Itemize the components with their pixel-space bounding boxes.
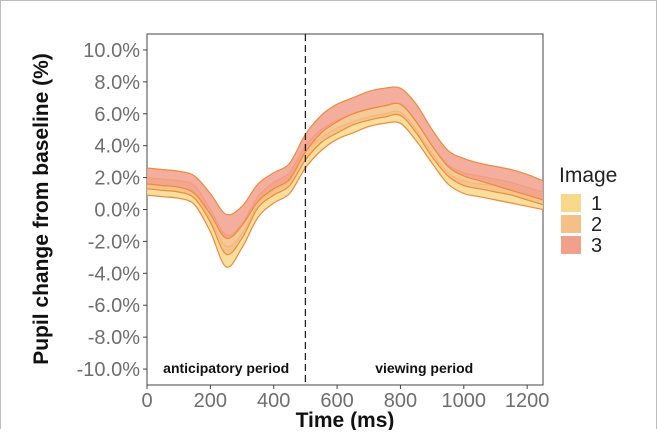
annotation-1: viewing period xyxy=(375,360,473,376)
x-tick-label: 200 xyxy=(194,390,227,412)
legend-label-2: 2 xyxy=(591,214,602,236)
x-tick-label: 600 xyxy=(320,390,353,412)
x-axis-ticks: 0 200 400 600 800 1000 1200 xyxy=(141,385,549,412)
y-tick-label: -2.0% xyxy=(88,231,140,253)
y-axis-title: Pupil change from baseline (%) xyxy=(30,53,53,365)
legend-title: Image xyxy=(559,164,617,187)
legend: Image 123 xyxy=(559,164,617,257)
legend-label-1: 1 xyxy=(591,193,602,215)
band-upper-edge-3 xyxy=(146,86,544,216)
legend-swatch-2 xyxy=(561,215,581,233)
x-tick-label: 1000 xyxy=(442,390,487,412)
annotation-0: anticipatory period xyxy=(163,360,289,376)
x-tick-label: 400 xyxy=(257,390,290,412)
y-tick-label: 0.0% xyxy=(94,200,140,222)
y-tick-label: 8.0% xyxy=(94,72,140,94)
x-tick-label: 0 xyxy=(141,390,152,412)
y-tick-label: 6.0% xyxy=(94,104,140,126)
legend-swatch-3 xyxy=(561,236,581,254)
y-tick-label: 4.0% xyxy=(94,136,140,158)
legend-swatch-1 xyxy=(561,194,581,212)
y-tick-label: -4.0% xyxy=(88,263,140,285)
band-lower-edge-1 xyxy=(146,121,544,268)
y-tick-label: 2.0% xyxy=(94,168,140,190)
y-axis-ticks: 10.0% 8.0% 6.0% 4.0% 2.0% 0.0% -2.0% -4.0% -6.0%… xyxy=(77,40,147,381)
legend-label-3: 3 xyxy=(591,235,602,257)
band-lower-edge-2 xyxy=(146,113,544,256)
x-tick-label: 1200 xyxy=(505,390,550,412)
y-tick-label: -8.0% xyxy=(88,327,140,349)
x-axis-title: Time (ms) xyxy=(296,409,395,430)
y-tick-label: -6.0% xyxy=(88,295,140,317)
period-annotations: anticipatory period viewing period xyxy=(163,360,473,376)
y-tick-label: 10.0% xyxy=(83,40,140,62)
y-tick-label: -10.0% xyxy=(77,359,141,381)
x-tick-label: 800 xyxy=(384,390,417,412)
band-image-2 xyxy=(147,103,543,255)
confidence-bands xyxy=(146,86,544,268)
band-lower-edge-3 xyxy=(146,102,544,240)
